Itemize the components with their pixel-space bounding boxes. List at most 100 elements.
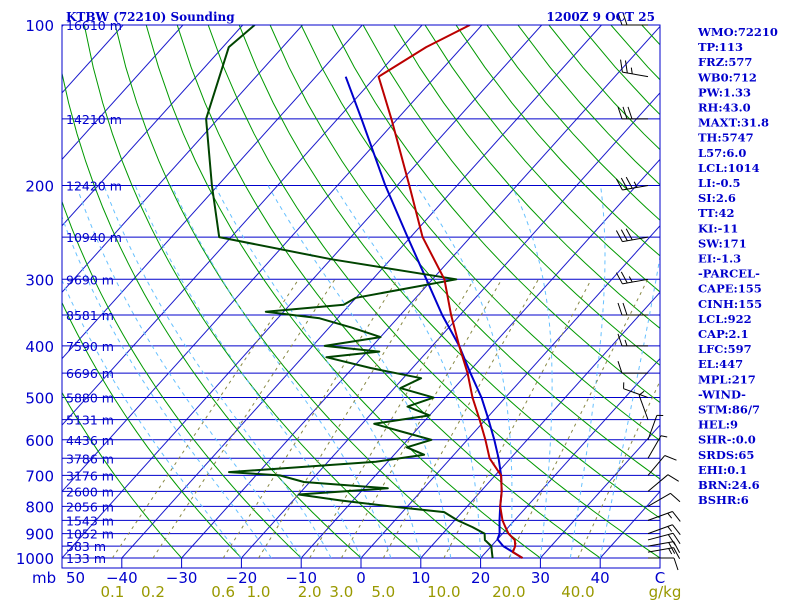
- dry-adiabat-line: [145, 25, 541, 559]
- height-label: 5880 m: [66, 391, 114, 406]
- wind-barb-staff: [647, 524, 673, 535]
- wind-barb-flag: [615, 272, 623, 285]
- temp-tick-label: 30: [531, 569, 550, 587]
- mixing-ratio-label: 0.2: [141, 583, 165, 600]
- wind-barb-flag: [668, 542, 676, 554]
- temp-tick-label: −20: [226, 569, 258, 587]
- chart-title: KTBW (72210) Sounding: [66, 10, 235, 24]
- height-label: 8581 m: [66, 308, 114, 323]
- chart-timestamp: 1200Z 9 OCT 25: [546, 10, 655, 24]
- dry-adiabat-line: [238, 25, 660, 519]
- wind-barb-staff: [647, 474, 669, 492]
- mixing-ratio-label: 2.0: [298, 583, 322, 600]
- wind-barb-flag: [667, 534, 676, 546]
- moist-adiabat-line: [171, 185, 392, 559]
- pressure-label: 500: [25, 390, 54, 408]
- wind-barb-flag: [622, 106, 628, 120]
- wind-barb-staff: [647, 435, 662, 459]
- wind-barb-half-flag: [667, 526, 673, 532]
- wind-barb-flag: [617, 333, 623, 347]
- dry-adiabat-line: [83, 25, 422, 559]
- dry-adiabat-line: [176, 25, 601, 559]
- wind-barb: [617, 12, 648, 26]
- height-label: 10940 m: [66, 230, 122, 245]
- isotherm-line: [480, 357, 660, 559]
- isotherm-line: [300, 158, 660, 559]
- mixing-ratio-label: 3.0: [329, 583, 353, 600]
- dry-adiabat-line: [62, 301, 242, 559]
- wind-barb: [617, 361, 648, 374]
- background-grid: [62, 25, 660, 559]
- temp-tick-label: 10: [411, 569, 430, 587]
- index-item: BSHR:6: [698, 493, 749, 507]
- wind-barb-staff: [622, 184, 649, 191]
- wind-barb-flag: [672, 532, 681, 545]
- wind-barb-flag: [617, 302, 623, 316]
- index-item: MAXT:31.8: [698, 116, 769, 130]
- moist-adiabat-line: [415, 185, 513, 559]
- wind-barb: [647, 492, 681, 507]
- index-item: KI:-11: [698, 221, 738, 235]
- wind-barb: [623, 382, 649, 399]
- pressure-label: 800: [25, 498, 54, 516]
- wind-barb: [615, 176, 649, 191]
- wind-barb-flag: [617, 361, 623, 374]
- dewpoint-trace: [205, 25, 494, 559]
- wind-barb-flag: [672, 511, 681, 522]
- wind-barb-flag: [624, 60, 628, 74]
- mixing-ratio-unit: g/kg: [649, 583, 682, 600]
- index-item: BRN:24.6: [698, 478, 760, 492]
- height-label: 16610 m: [66, 18, 122, 33]
- moist-adiabat-line: [599, 253, 660, 559]
- wind-barb-staff: [638, 395, 649, 420]
- wind-barb-staff: [647, 415, 658, 440]
- wind-barb-flag: [672, 524, 681, 535]
- isotherm-line: [62, 25, 244, 227]
- mixing-ratio-label: 40.0: [561, 583, 594, 600]
- temp-tick-label: 0: [356, 569, 366, 587]
- pressure-label: 100: [25, 17, 54, 35]
- height-label: 2056 m: [66, 499, 114, 514]
- dry-adiabat-line: [455, 25, 660, 257]
- height-label: 7590 m: [66, 339, 114, 354]
- isotherm-line: [62, 25, 363, 360]
- wind-barb-half-flag: [624, 339, 628, 347]
- dry-adiabat-line: [362, 25, 660, 366]
- isotherm-line: [360, 225, 660, 559]
- index-item: -PARCEL-: [698, 267, 760, 281]
- temp-tick-label: −40: [106, 569, 138, 587]
- index-item: MPL:217: [698, 372, 756, 386]
- index-item: FRZ:577: [698, 55, 752, 69]
- moist-adiabat-line: [134, 185, 362, 559]
- height-label: 133 m: [66, 551, 106, 566]
- dry-adiabat-line: [62, 391, 182, 559]
- mixing-ratio-line: [508, 279, 649, 559]
- wind-barb: [647, 455, 677, 476]
- wind-barbs: [615, 12, 681, 571]
- isotherm-line: [62, 25, 184, 161]
- temp-tick-label: 40: [591, 569, 610, 587]
- height-label: 4436 m: [66, 433, 114, 448]
- index-item: EHI:0.1: [698, 463, 747, 477]
- index-item: EI:-1.3: [698, 252, 741, 266]
- isotherm-line: [540, 424, 660, 559]
- moist-adiabat-line: [569, 185, 606, 559]
- dry-adiabat-line: [62, 200, 302, 559]
- mixing-ratio-line: [222, 279, 398, 559]
- index-item: LFC:597: [698, 342, 752, 356]
- height-label: 1543 m: [66, 513, 114, 528]
- temp-tick-label: −10: [285, 569, 317, 587]
- pressure-label: 600: [25, 432, 54, 450]
- wind-barb-flag: [620, 271, 628, 284]
- wind-barb-flag: [622, 302, 628, 316]
- isotherm-line: [62, 25, 543, 559]
- height-label: 12420 m: [66, 178, 122, 193]
- mixing-ratio-line: [340, 279, 503, 559]
- mixing-ratio-label: 0.6: [211, 583, 235, 600]
- wind-barb-flag: [622, 12, 628, 26]
- index-item: CAPE:155: [698, 282, 762, 296]
- wind-barb: [647, 474, 679, 492]
- isotherm-line: [62, 25, 303, 293]
- pressure-label: 300: [25, 271, 54, 289]
